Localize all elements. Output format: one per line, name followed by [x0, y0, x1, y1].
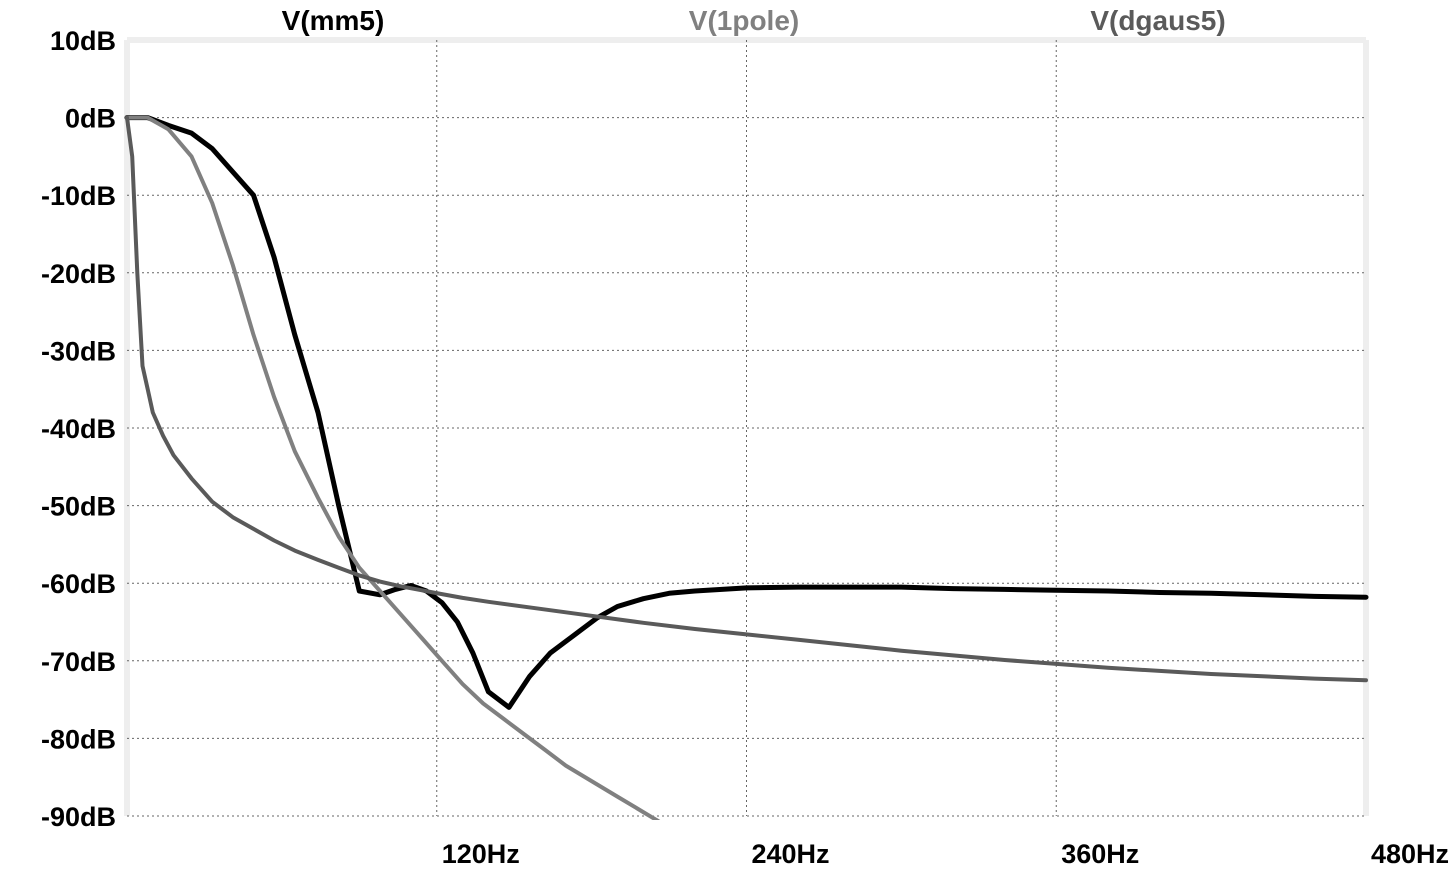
- series-line-v-mm5: [124, 115, 1369, 710]
- grid-lines: [127, 40, 1366, 817]
- y-tick-label: 0dB: [65, 104, 116, 134]
- y-tick-label: -70dB: [41, 647, 116, 677]
- y-tick-label: -40dB: [41, 414, 116, 444]
- x-tick-label: 360Hz: [1061, 839, 1139, 869]
- y-tick-label: -20dB: [41, 259, 116, 289]
- legend-entry: V(1pole): [689, 5, 799, 36]
- series-line-v-dgaus5: [125, 115, 1368, 683]
- y-tick-label: -60dB: [41, 569, 116, 599]
- x-tick-label: 480Hz: [1371, 839, 1449, 869]
- y-tick-label: -50dB: [41, 492, 116, 522]
- x-axis-ticks: 120Hz 240Hz 360Hz 480Hz: [442, 839, 1449, 869]
- x-tick-label: 240Hz: [751, 839, 829, 869]
- legend-entry: V(dgaus5): [1090, 5, 1225, 36]
- series-lines: [124, 115, 1369, 820]
- legend: V(mm5) V(1pole) V(dgaus5): [282, 5, 1226, 36]
- y-tick-label: -10dB: [41, 181, 116, 211]
- y-tick-label: -30dB: [41, 336, 116, 366]
- y-tick-label: -90dB: [41, 802, 116, 832]
- legend-entry: V(mm5): [282, 5, 385, 36]
- series-line-v-1pole: [125, 115, 661, 820]
- y-tick-label: -80dB: [41, 724, 116, 754]
- x-tick-label: 120Hz: [442, 839, 520, 869]
- y-axis-ticks: 10dB 0dB -10dB -20dB -30dB -40dB -50dB -60dB -70…: [41, 26, 116, 832]
- y-tick-label: 10dB: [50, 26, 116, 56]
